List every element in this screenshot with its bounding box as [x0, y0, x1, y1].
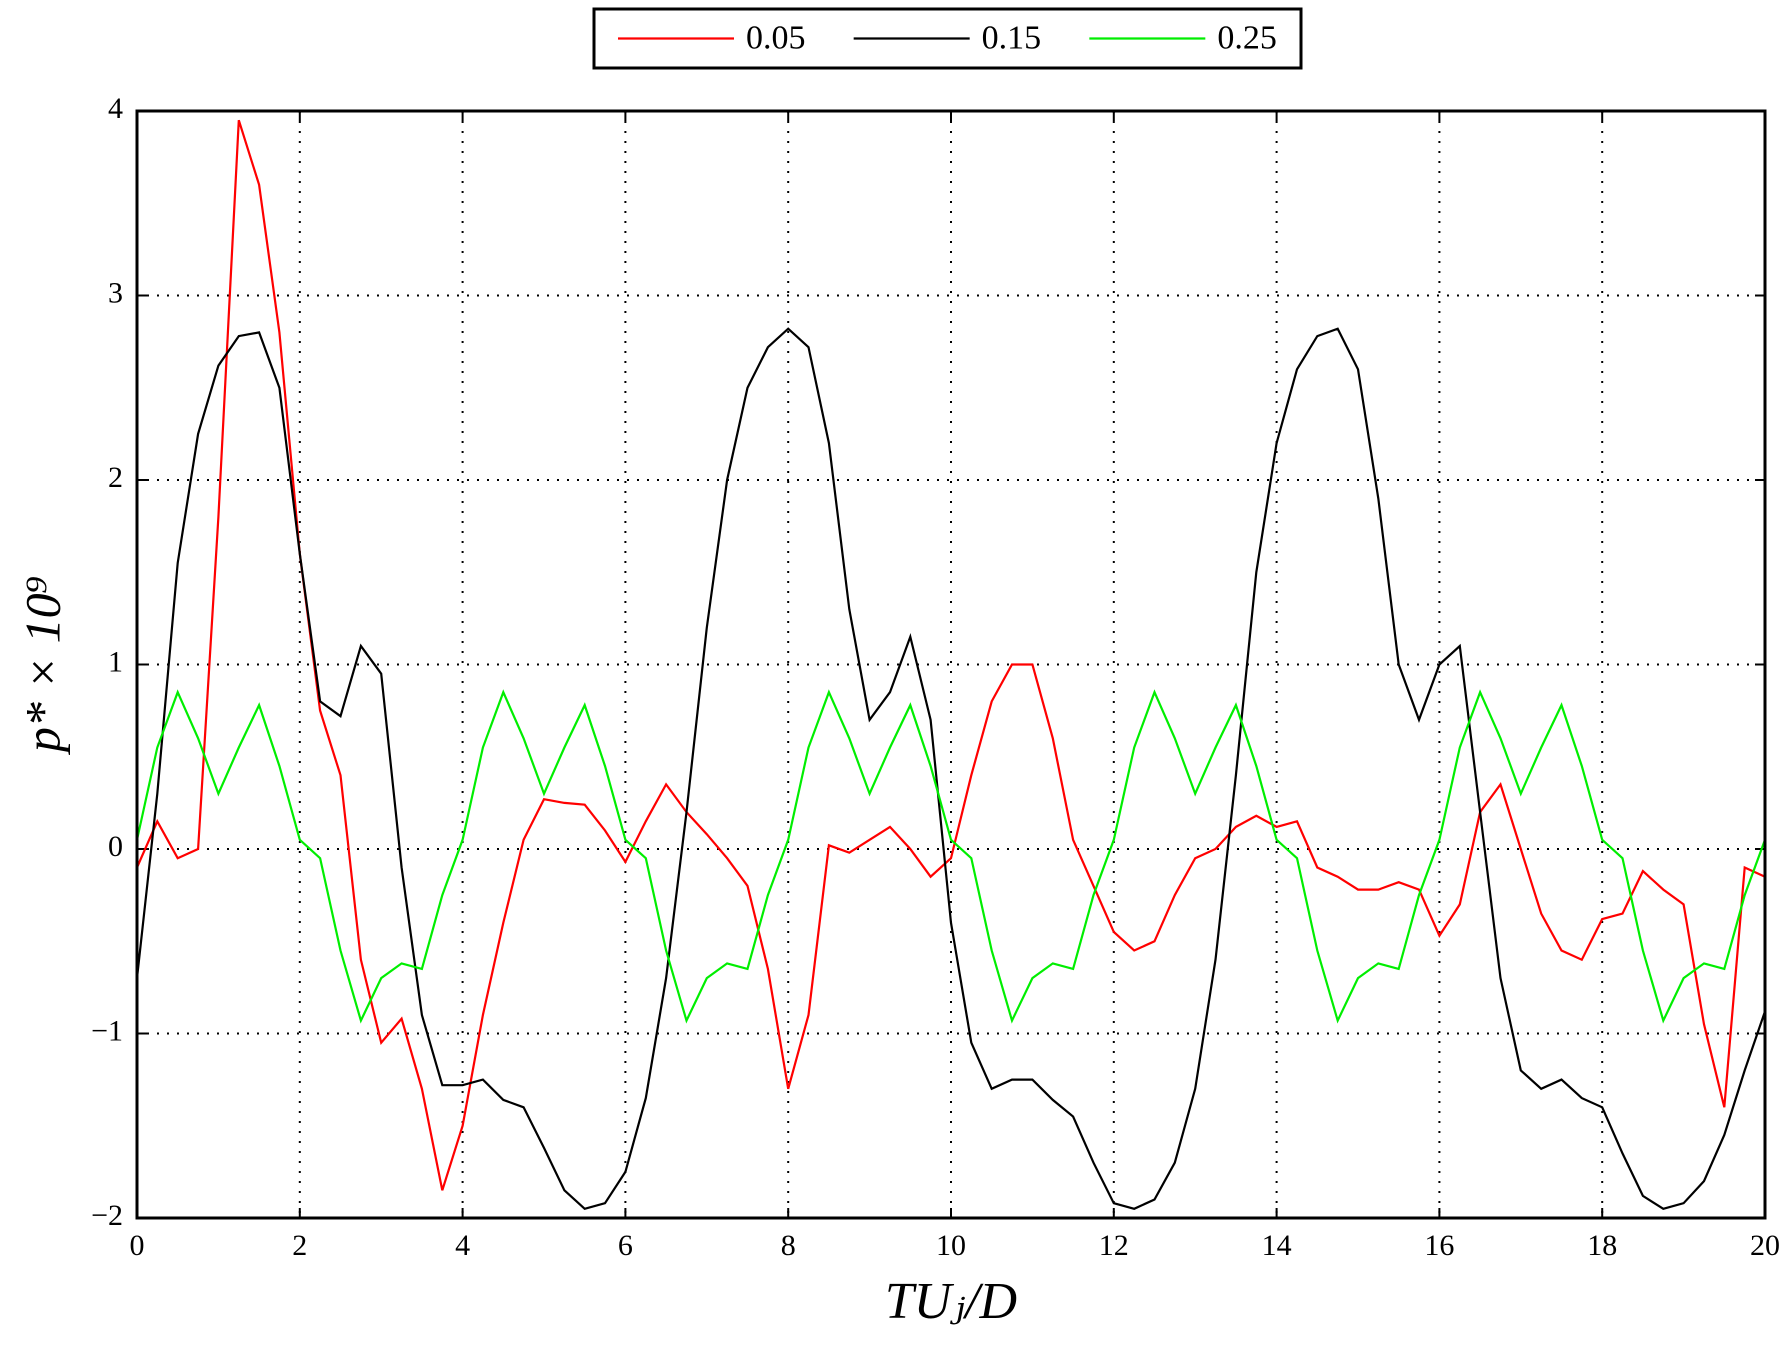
y-axis-label: p* × 10⁹: [14, 576, 70, 755]
y-tick-label: 0: [108, 830, 123, 863]
plot-frame: [135, 109, 1767, 1220]
x-tick-label: 10: [936, 1229, 966, 1262]
y-tick-label: 1: [108, 645, 123, 678]
y-tick-label: −1: [91, 1014, 123, 1047]
y-tick-label: −2: [91, 1199, 123, 1232]
legend-label: 0.15: [982, 19, 1042, 56]
x-tick-label: 8: [781, 1229, 796, 1262]
x-tick-label: 6: [618, 1229, 633, 1262]
y-tick-label: 2: [108, 461, 123, 494]
series-line: [135, 327, 1767, 1211]
x-axis-label: TUⱼ/D: [885, 1273, 1017, 1330]
y-tick-label: 3: [108, 276, 123, 309]
series-line: [135, 119, 1766, 1191]
legend-label: 0.05: [746, 19, 806, 56]
series-line: [135, 689, 1767, 1024]
legend-label: 0.25: [1217, 19, 1277, 56]
x-tick-label: 20: [1750, 1229, 1780, 1262]
x-tick-label: 18: [1587, 1229, 1617, 1262]
x-tick-label: 4: [455, 1229, 470, 1262]
x-tick-label: 16: [1424, 1229, 1454, 1262]
x-tick-label: 14: [1262, 1229, 1292, 1262]
x-tick-label: 2: [292, 1229, 307, 1262]
x-tick-label: 12: [1099, 1229, 1129, 1262]
y-tick-label: 4: [108, 92, 123, 125]
x-tick-label: 0: [130, 1229, 145, 1262]
